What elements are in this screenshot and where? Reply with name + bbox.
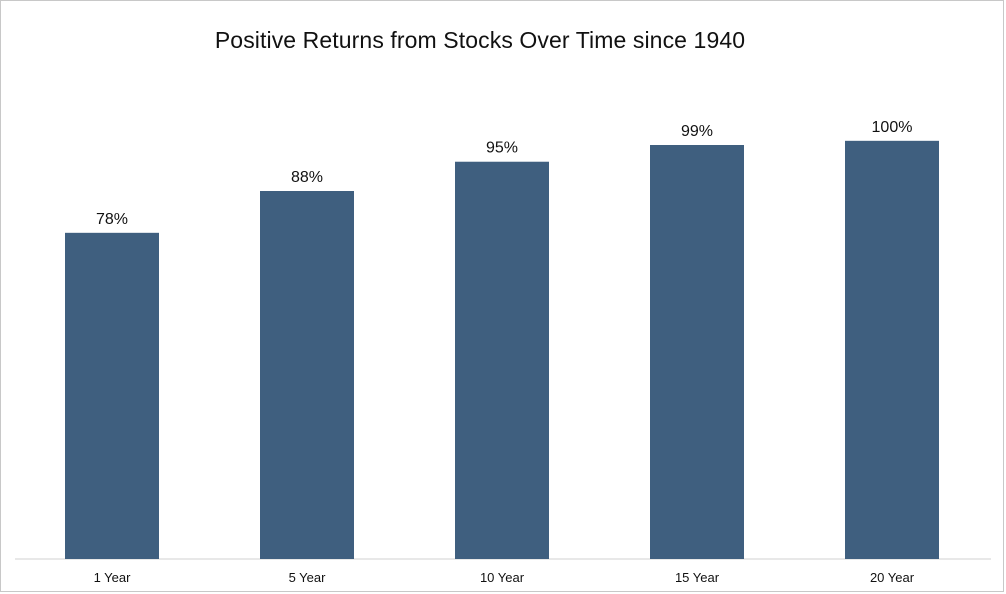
x-tick-label: 15 Year	[675, 570, 720, 585]
chart-title: Positive Returns from Stocks Over Time s…	[214, 27, 746, 53]
data-label: 100%	[872, 119, 913, 136]
bar-1-year	[65, 232, 159, 559]
x-tick-label: 10 Year	[480, 570, 525, 585]
data-label: 78%	[96, 211, 128, 228]
data-label: 95%	[486, 140, 518, 157]
x-tick-label: 20 Year	[870, 570, 915, 585]
bar-5-year	[260, 191, 354, 559]
data-label: 88%	[291, 169, 323, 186]
bar-15-year	[650, 145, 744, 559]
data-label: 99%	[681, 123, 713, 140]
bar-10-year	[455, 161, 549, 559]
bar-20-year	[845, 140, 939, 559]
x-tick-label: 1 Year	[94, 570, 132, 585]
x-tick-label: 5 Year	[289, 570, 327, 585]
